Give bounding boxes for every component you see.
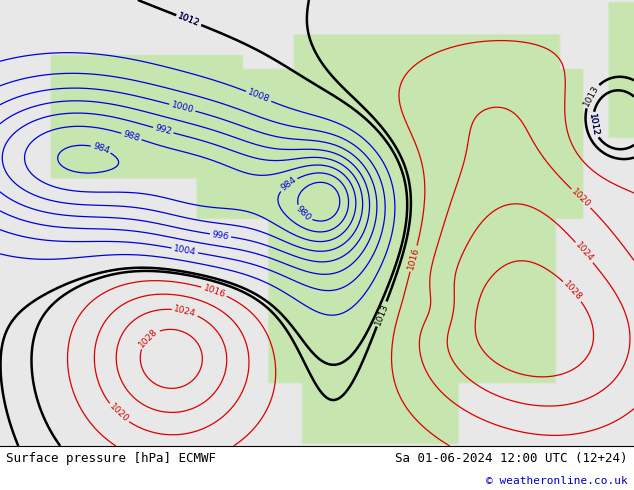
Text: 1016: 1016: [202, 283, 226, 299]
Text: 1013: 1013: [582, 83, 600, 108]
Text: 1004: 1004: [172, 244, 197, 257]
Text: 1008: 1008: [247, 88, 271, 105]
Text: 1024: 1024: [574, 241, 595, 264]
Text: 992: 992: [154, 123, 172, 137]
Text: 984: 984: [91, 142, 110, 156]
Text: 1024: 1024: [173, 304, 197, 319]
Text: 1012: 1012: [587, 113, 600, 137]
Text: 1016: 1016: [406, 246, 421, 271]
Text: 996: 996: [211, 230, 230, 241]
Text: 1012: 1012: [176, 12, 201, 28]
Text: Surface pressure [hPa] ECMWF: Surface pressure [hPa] ECMWF: [6, 452, 216, 465]
Text: 988: 988: [122, 129, 141, 144]
Text: 984: 984: [279, 175, 298, 193]
Text: 980: 980: [294, 204, 313, 223]
Text: 1020: 1020: [107, 402, 130, 424]
Text: Sa 01-06-2024 12:00 UTC (12+24): Sa 01-06-2024 12:00 UTC (12+24): [395, 452, 628, 465]
Text: 1012: 1012: [587, 113, 600, 137]
Text: © weatheronline.co.uk: © weatheronline.co.uk: [486, 476, 628, 486]
Text: 1013: 1013: [373, 302, 390, 326]
Text: 1020: 1020: [570, 187, 592, 210]
Text: 1028: 1028: [562, 280, 583, 303]
Text: 1012: 1012: [176, 12, 201, 28]
Text: 1000: 1000: [170, 100, 195, 115]
Text: 1028: 1028: [137, 327, 160, 349]
